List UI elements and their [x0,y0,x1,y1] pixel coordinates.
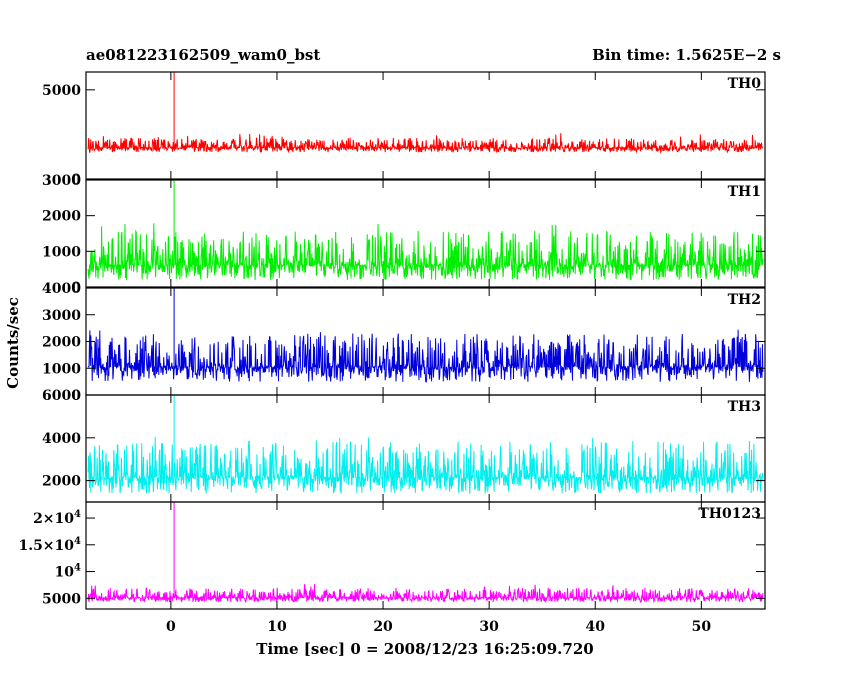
panel-label: TH3 [728,399,761,415]
y-tick-label: 5000 [42,591,81,607]
x-tick-label: 10 [267,619,287,635]
x-tick-label: 20 [373,619,393,635]
panel-th0123: 5000 104 1.5×104 2×104 TH0123 [18,501,766,610]
panel-th0: 0 5000 TH0 [42,71,766,188]
y-tick-label: 0 [71,388,81,404]
panel-label: TH0123 [698,506,761,522]
y-tick-label: 0 [71,172,81,188]
chart-title-left: ae081223162509_wam0_bst [86,46,320,64]
panel-th3: 2000 4000 6000 TH3 [42,388,766,503]
y-tick-label: 2×104 [33,509,81,527]
chart-title-right: Bin time: 1.5625E−2 s [592,46,781,64]
y-tick-label: 1000 [42,244,81,260]
y-tick-label: 2000 [42,209,81,225]
series-line-th2 [87,288,764,383]
y-tick-label: 5000 [42,83,81,99]
series-line-th0 [87,72,764,155]
y-tick-label: 2000 [42,335,81,351]
y-tick-label: 4000 [42,431,81,447]
y-tick-label: 1.5×104 [18,536,81,554]
panel-label: TH0 [728,76,762,92]
panel-frame [85,179,766,288]
panels-group: 0 5000 TH0 0 1000 2000 3000 TH1 0 1000 2000 3000 400… [18,71,766,610]
y-tick-label: 1000 [42,361,81,377]
panel-th2: 0 1000 2000 3000 4000 TH2 [42,281,766,404]
x-tick-label: 0 [166,619,176,635]
y-tick-label: 104 [55,563,81,581]
panel-label: TH1 [728,184,761,200]
panel-label: TH2 [728,292,761,308]
y-tick-label: 6000 [42,388,81,404]
y-tick-label: 0 [71,280,81,296]
panel-frame [85,71,766,180]
y-tick-label: 3000 [42,308,81,324]
panel-th1: 0 1000 2000 3000 TH1 [42,173,766,296]
y-tick-label: 2000 [42,474,81,490]
series-line-th0123 [87,502,764,604]
series-line-th3 [87,395,764,494]
x-tick-label: 30 [479,619,499,635]
x-axis: 0 10 20 30 40 50 [166,619,711,635]
series-line-th1 [87,180,764,281]
y-tick-label: 3000 [42,173,81,189]
x-axis-label: Time [sec] 0 = 2008/12/23 16:25:09.720 [256,640,593,658]
y-tick-label: 4000 [42,281,81,297]
x-tick-label: 40 [586,619,606,635]
panel-frame [85,501,766,610]
y-axis-label: Counts/sec [4,297,22,389]
x-tick-label: 50 [692,619,712,635]
